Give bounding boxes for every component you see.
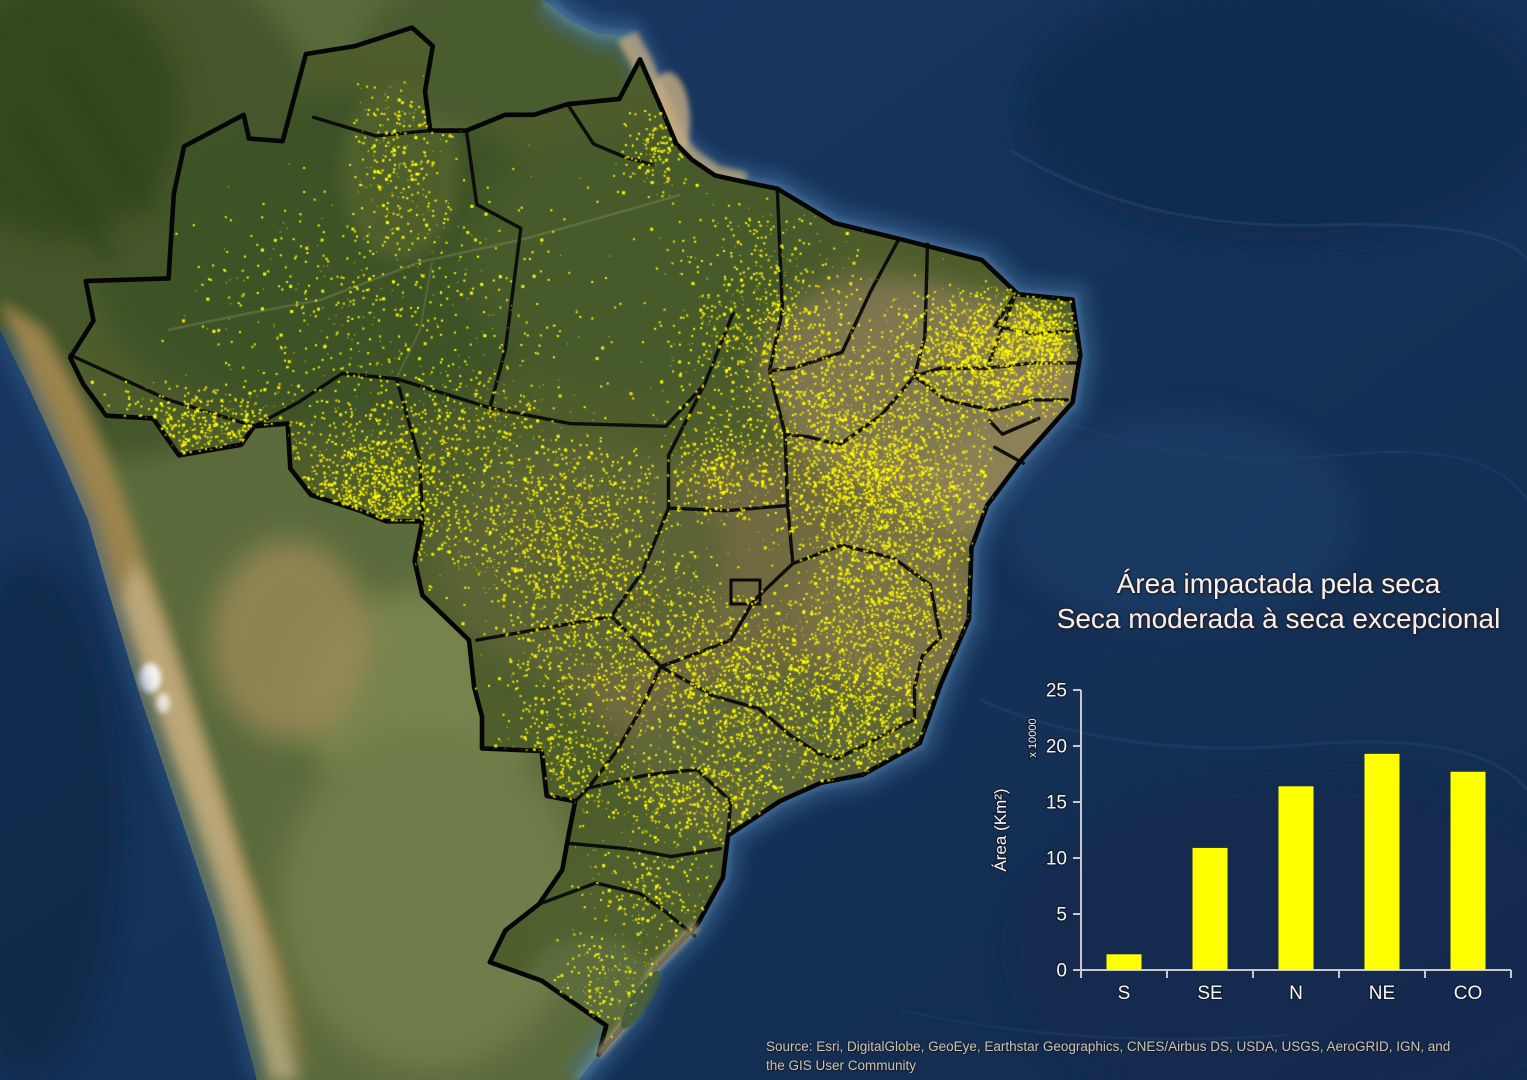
map-title-line2: Seca moderada à seca excepcional [1056,603,1501,634]
y-tick-label: 25 [1046,681,1067,702]
bar-chart: 0 5 10 15 20 25 S SE N NE CO Área (Km²) x 10000 [990,679,1512,1005]
x-category-label-SE: SE [1197,983,1222,1004]
source-line1: Source: Esri, DigitalGlobe, GeoEye, Eart… [766,1039,1451,1054]
y-axis-title: Área (Km²) [991,788,1010,871]
bar-N [1278,786,1314,970]
map-title-line1: Área impactada pela seca [1116,568,1441,599]
y-tick-label: 15 [1046,793,1067,814]
y-tick-label: 20 [1046,737,1067,758]
y-tick-label: 0 [1056,961,1067,982]
source-attribution: Source: Esri, DigitalGlobe, GeoEye, Eart… [766,1038,1521,1075]
y-axis-multiplier: x 10000 [1027,718,1039,757]
x-category-label-NE: NE [1369,983,1395,1004]
x-category-label-CO: CO [1454,983,1483,1004]
x-category-label-N: N [1289,983,1303,1004]
y-tick-label: 10 [1046,849,1067,870]
source-line2: the GIS User Community [766,1057,917,1073]
bar-S [1106,954,1142,970]
y-tick-label: 5 [1056,905,1067,926]
bar-SE [1192,847,1228,970]
bar-NE [1364,753,1400,970]
bar-CO [1450,771,1486,970]
map-title: Área impactada pela seca Seca moderada à… [1030,566,1527,636]
x-category-label-S: S [1118,983,1131,1004]
